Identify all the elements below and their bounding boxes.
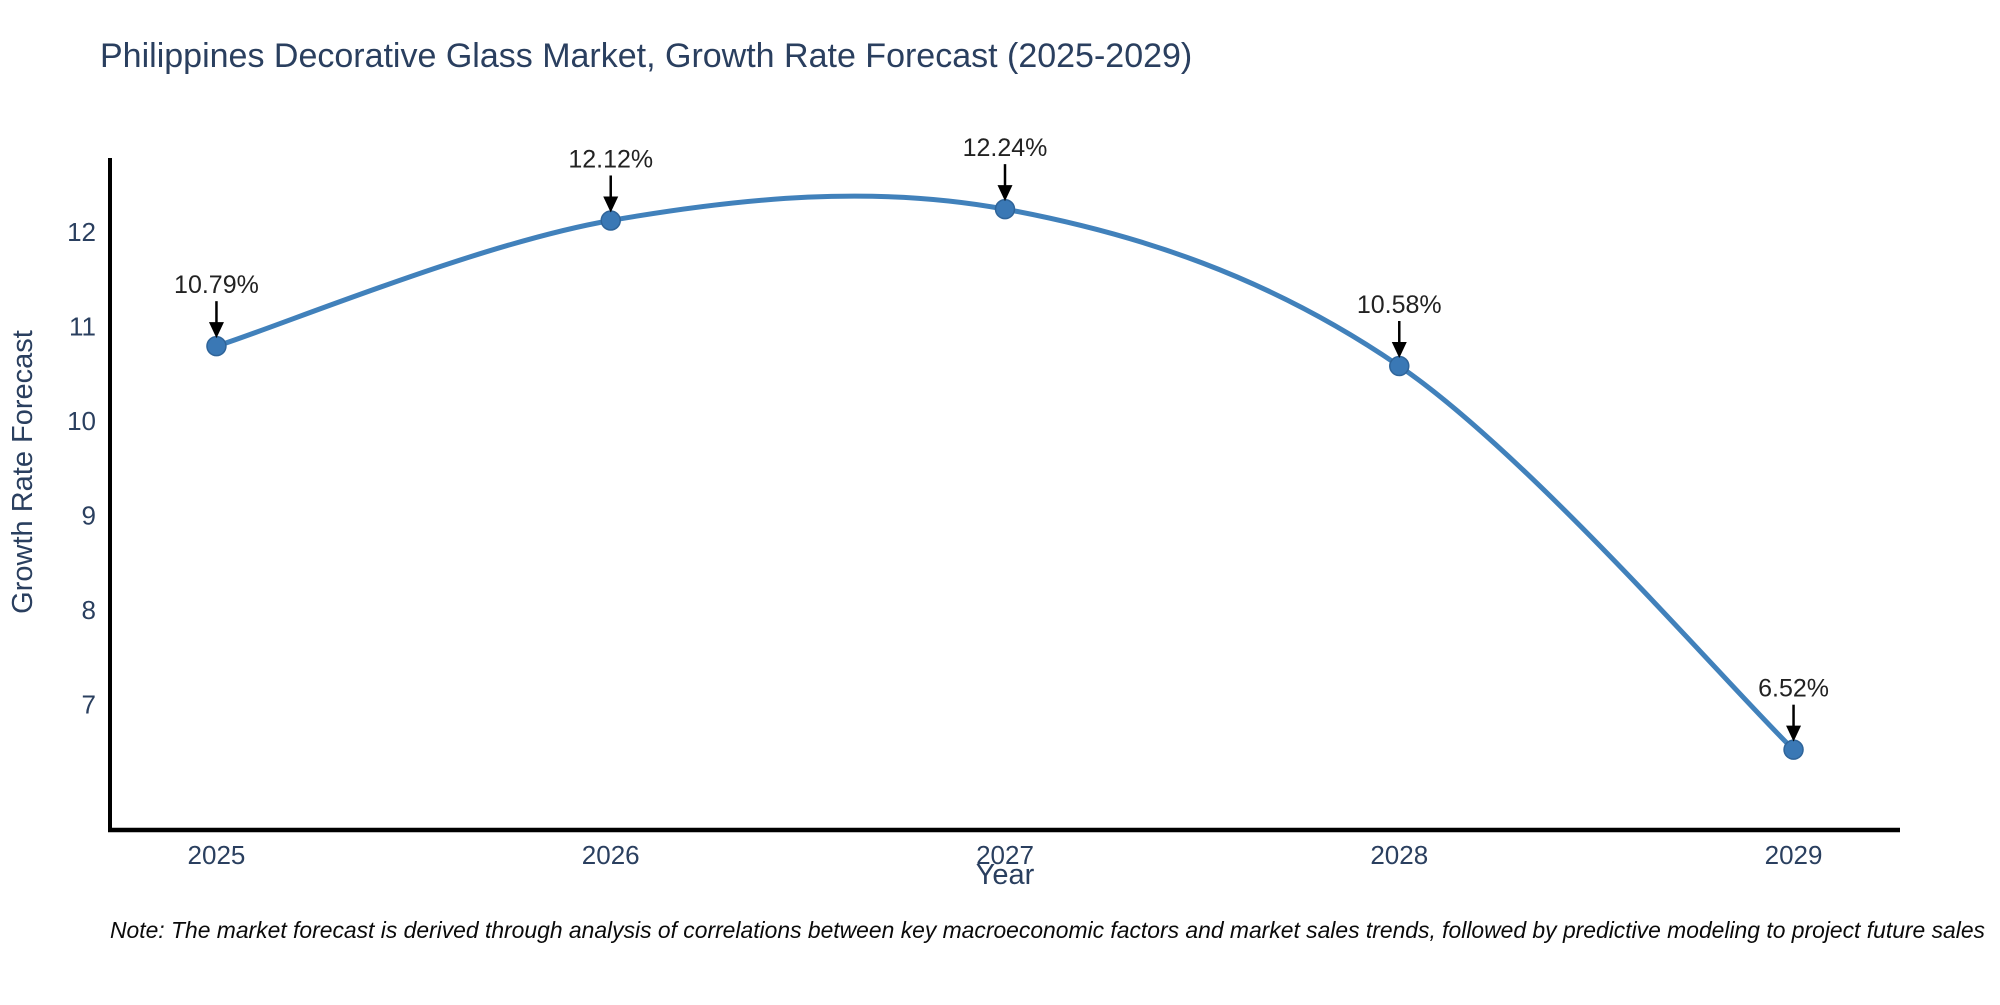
y-tick-10: 10 (67, 406, 96, 436)
y-tick-9: 9 (82, 500, 96, 530)
annotation-arrowhead (208, 322, 224, 339)
y-tick-8: 8 (82, 595, 96, 625)
annotation-label-2025: 10.79% (174, 271, 259, 299)
y-axis-title: Growth Rate Forecast (7, 330, 39, 614)
data-point-2029[interactable] (1783, 739, 1804, 760)
y-tick-12: 12 (67, 217, 96, 247)
annotation-label-2027: 12.24% (963, 134, 1048, 162)
x-tick-2029: 2029 (1765, 840, 1823, 870)
data-point-2028[interactable] (1389, 355, 1410, 377)
line-layer (213, 193, 1797, 753)
y-tick-7: 7 (82, 689, 96, 719)
y-tick-11: 11 (69, 311, 96, 341)
data-point-2026[interactable] (600, 210, 621, 231)
annotation-2027: 12.24% (963, 134, 1048, 202)
x-tick-2027: 2027 (976, 840, 1034, 870)
annotation-label-2026: 12.12% (568, 145, 653, 173)
chart-title: Philippines Decorative Glass Market, Gro… (100, 37, 1192, 75)
annotation-arrowhead (603, 196, 619, 213)
annotation-2028: 10.58% (1357, 291, 1442, 359)
forecast-line (213, 193, 1797, 753)
x-tick-2028: 2028 (1370, 840, 1428, 870)
annotation-label-2028: 10.58% (1357, 291, 1442, 319)
x-tick-2026: 2026 (582, 840, 640, 870)
annotation-2026: 12.12% (568, 145, 653, 213)
x-axis-tick-labels: 2025 2026 2027 2028 2029 (188, 840, 1823, 870)
x-tick-2025: 2025 (188, 840, 246, 870)
x-axis-title: Year (976, 859, 1035, 891)
marker-layer (206, 198, 1804, 760)
annotation-2029: 6.52% (1758, 675, 1829, 742)
annotation-arrowhead (1391, 342, 1407, 359)
y-axis-tick-labels: 7 8 9 10 11 12 (67, 217, 96, 719)
annotation-label-2029: 6.52% (1758, 675, 1829, 703)
data-point-2025[interactable] (206, 335, 227, 357)
annotation-2025: 10.79% (174, 271, 259, 339)
data-point-2027[interactable] (994, 198, 1016, 220)
annotation-layer: 10.79% 12.12% 12.24% 10.58% 6.52% (174, 134, 1829, 742)
footnote: Note: The market forecast is derived thr… (110, 917, 1985, 943)
annotation-arrowhead (997, 185, 1013, 202)
annotation-arrowhead (1786, 725, 1802, 742)
